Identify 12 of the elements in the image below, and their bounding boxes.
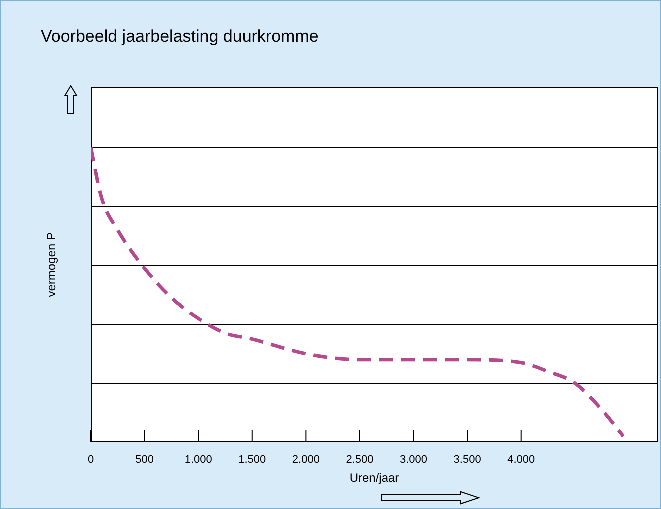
x-axis-title: Uren/jaar <box>350 471 400 486</box>
x-tick-label: 2.500 <box>346 454 374 466</box>
x-tick-label: 3.000 <box>400 454 428 466</box>
x-tick-label: 1.500 <box>238 454 266 466</box>
x-tick-label: 4.000 <box>508 454 536 466</box>
chart-title: Voorbeeld jaarbelasting duurkromme <box>41 26 319 46</box>
y-axis-title: vermogen P <box>44 232 59 298</box>
x-tick-label: 0 <box>88 454 94 466</box>
x-tick-label: 3.500 <box>454 454 482 466</box>
x-tick-label: 1.000 <box>184 454 212 466</box>
x-tick-label: 2.000 <box>292 454 320 466</box>
x-tick-label: 500 <box>136 454 154 466</box>
